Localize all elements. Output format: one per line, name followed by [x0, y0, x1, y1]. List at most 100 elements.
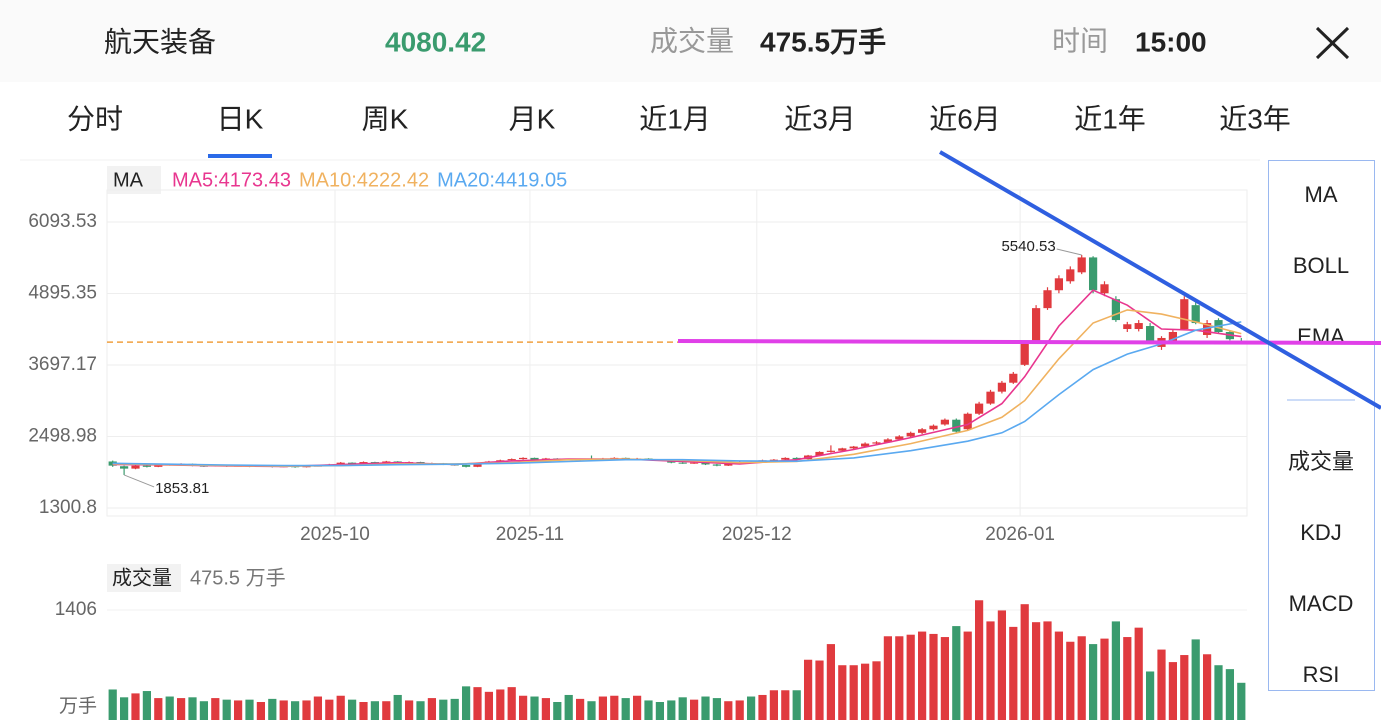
volume-bar [473, 687, 482, 720]
volume-bar [895, 636, 904, 720]
tab[interactable]: 近3月 [784, 103, 856, 134]
volume-bar [746, 696, 756, 720]
candle-body [952, 419, 961, 432]
volume-bar [347, 699, 357, 720]
volume-bar [439, 699, 448, 720]
legend-entry: MA5:4173.43 [172, 169, 291, 191]
candle-body [712, 464, 722, 466]
candle-body [461, 465, 471, 467]
candle-body [359, 462, 368, 464]
volume-bar [336, 695, 345, 720]
volume-bar [1202, 654, 1212, 720]
x-tick-label: 2025-11 [496, 524, 564, 545]
plot: 6093.53 4895.35 3697.17 2498.98 1300.8 2025-1… [28, 169, 1248, 720]
volume-bar [518, 695, 528, 720]
tab[interactable]: 近1年 [1074, 103, 1146, 134]
volume-bar [1054, 631, 1064, 720]
candle-body [131, 465, 140, 469]
volume-bar [940, 637, 950, 720]
volume: 475.5万手 [760, 26, 886, 57]
volume-bar [952, 626, 961, 720]
volume-bar [724, 701, 733, 720]
price: 4080.42 [385, 26, 486, 57]
tab[interactable]: 近3年 [1219, 103, 1291, 134]
volume-bar [781, 690, 790, 720]
volume-bar [553, 702, 562, 720]
candle-body [724, 463, 733, 466]
volume-bar [496, 689, 505, 720]
volume-bar [154, 698, 163, 720]
indicator-panel [1268, 160, 1375, 691]
candle-body [826, 450, 836, 452]
volume-bar [1077, 636, 1086, 720]
tab[interactable]: 分时 [67, 103, 123, 134]
x-tick-label: 2026-01 [985, 524, 1055, 545]
low-label: 1853.81 [155, 480, 209, 497]
tab[interactable]: 日K [217, 103, 264, 134]
volume-bar [792, 690, 801, 720]
volume-bar [1191, 639, 1200, 720]
volume-bar [735, 700, 744, 720]
volume-bar [382, 701, 391, 720]
volume-bar [530, 696, 539, 720]
x-tick-label: 2025-10 [300, 524, 370, 545]
candle-body [906, 432, 915, 437]
low-leader [123, 474, 155, 488]
candle-body [119, 466, 129, 469]
indicator[interactable]: RSI [1303, 662, 1340, 687]
volume-bar [758, 694, 767, 720]
volume-bar [826, 644, 836, 720]
candle-body [518, 457, 528, 460]
volume-bar [279, 700, 288, 720]
volume-unit: 万手 [59, 695, 97, 717]
candle-body [986, 391, 995, 404]
volume-bar [929, 633, 938, 720]
volume-bar [610, 695, 619, 720]
candle-body [1088, 257, 1098, 291]
tab[interactable]: 近6月 [929, 103, 1001, 134]
volume-bar [119, 697, 129, 720]
volume-bar [1123, 637, 1132, 720]
candle-body [473, 463, 482, 467]
volume-bar [621, 698, 630, 720]
candle-body [1009, 373, 1018, 383]
indicator[interactable]: 成交量 [1288, 449, 1354, 474]
volume-bar [450, 698, 459, 720]
volume-bar [883, 636, 893, 720]
indicator[interactable]: KDJ [1300, 520, 1342, 545]
candle-body [1111, 299, 1121, 321]
tab[interactable]: 周K [362, 103, 409, 134]
indicator[interactable]: MACD [1289, 591, 1354, 616]
close-button[interactable] [1315, 26, 1350, 60]
volume-bar [587, 701, 596, 720]
volume-title-bg [107, 564, 181, 592]
indicator[interactable]: EMA [1297, 324, 1345, 349]
legend-entry: MA20:4419.05 [437, 169, 567, 191]
volume-bar [1168, 662, 1178, 720]
candle-body [872, 442, 881, 444]
volume-bar [131, 693, 140, 720]
drawn-horizontal-line [677, 339, 1381, 345]
candle-body [530, 457, 539, 460]
candle-body [781, 457, 790, 460]
tab-underline [208, 154, 272, 158]
volume-bar [689, 699, 699, 720]
volume-bar [1031, 622, 1041, 720]
candle-body [1077, 257, 1086, 273]
indicator[interactable]: BOLL [1293, 253, 1349, 278]
tab[interactable]: 近1月 [639, 103, 711, 134]
ma-line [112, 289, 1242, 468]
volume-bar [211, 698, 220, 720]
volume-bar [302, 700, 311, 720]
volume-bar [176, 698, 186, 720]
indicator[interactable]: MA [1305, 182, 1338, 207]
drawn-trend-line [938, 150, 1381, 410]
high-label: 5540.53 [1001, 238, 1055, 255]
volume-bar [1214, 665, 1223, 720]
volume-bar [1145, 671, 1155, 720]
volume-bar [598, 696, 608, 720]
y-tick-label: 2498.98 [28, 425, 97, 446]
tab[interactable]: 月K [509, 103, 556, 134]
